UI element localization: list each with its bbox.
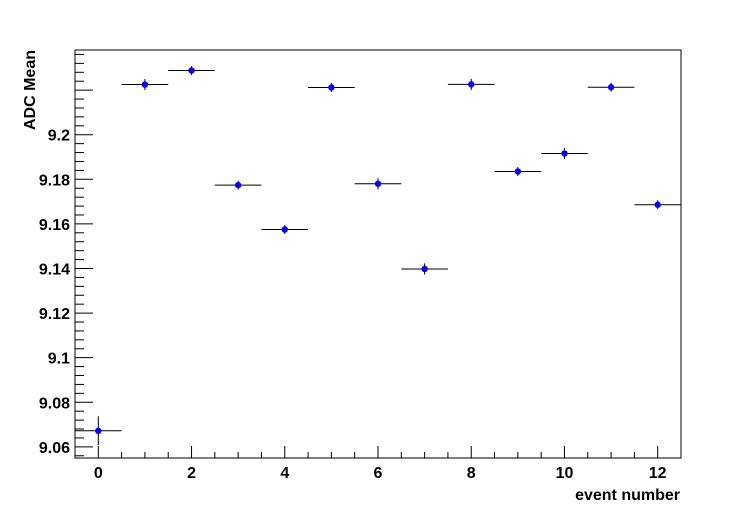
data-point: [587, 82, 635, 92]
x-axis: 0 2 4 6 8 10 12: [94, 446, 667, 482]
point-marker: [328, 84, 335, 91]
x-tick-label: 8: [467, 465, 476, 482]
point-marker: [607, 84, 615, 91]
data-point: [261, 225, 309, 234]
point-marker: [421, 265, 428, 273]
y-tick-label: 9.1: [48, 351, 70, 368]
point-marker: [514, 168, 522, 175]
point-marker: [468, 81, 475, 88]
y-tick-label: 9.12: [39, 306, 70, 323]
data-point: [354, 178, 402, 190]
x-tick-label: 4: [280, 465, 289, 482]
point-marker: [234, 181, 242, 189]
data-point: [121, 78, 169, 91]
data-point: [75, 416, 122, 446]
data-point: [168, 66, 215, 75]
y-tick-label: 9.14: [39, 261, 70, 278]
data-point: [634, 200, 681, 210]
y-axis-label: ADC Mean: [22, 50, 39, 130]
data-point: [447, 78, 495, 90]
x-axis-label: event number: [575, 487, 680, 504]
y-tick-label: 9.08: [39, 395, 70, 412]
x-tick-label: 6: [374, 465, 383, 482]
x-tick-label: 2: [187, 465, 196, 482]
y-axis: 9.06 9.08 9.1 9.12 9.14 9.16 9.18 9.2: [39, 53, 93, 457]
point-marker: [188, 67, 195, 74]
data-point: [308, 82, 355, 92]
y-tick-label: 9.18: [39, 172, 70, 189]
data-points: [75, 66, 681, 446]
x-tick-label: 10: [556, 465, 574, 482]
data-point: [214, 180, 262, 190]
y-tick-label: 9.06: [39, 440, 70, 457]
point-marker: [281, 226, 288, 233]
y-tick-label: 9.16: [39, 217, 70, 234]
y-tick-label: 9.2: [48, 128, 70, 145]
data-point: [401, 263, 448, 275]
point-marker: [374, 180, 382, 187]
x-tick-label: 12: [649, 465, 667, 482]
plot-frame: [74, 49, 682, 459]
data-point: [541, 147, 588, 160]
point-marker: [561, 150, 568, 157]
data-point: [494, 167, 542, 176]
point-marker: [95, 427, 102, 434]
point-marker: [141, 81, 149, 88]
point-marker: [654, 201, 661, 208]
x-tick-label: 0: [94, 465, 103, 482]
